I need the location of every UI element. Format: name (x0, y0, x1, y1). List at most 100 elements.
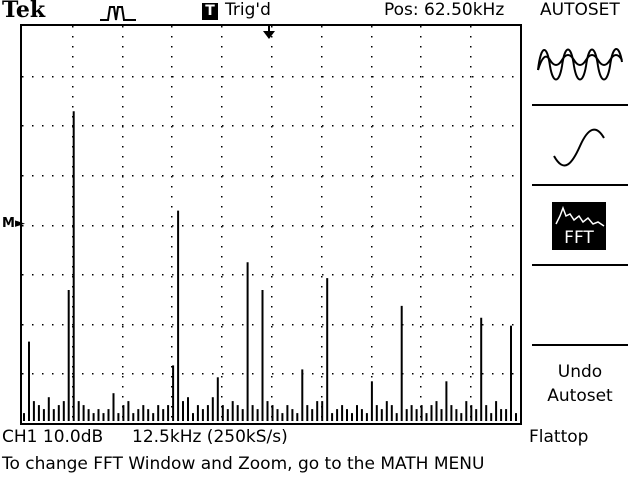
grid-dot (492, 76, 494, 78)
grid-dot (242, 76, 244, 78)
grid-dot (182, 324, 184, 326)
grid-dot (182, 175, 184, 177)
grid-dot (321, 196, 323, 198)
grid-dot (332, 225, 334, 227)
grid-dot (322, 175, 324, 177)
grid-dot (271, 266, 273, 268)
grid-dot (420, 236, 422, 238)
grid-dot (321, 176, 323, 178)
grid-dot (282, 125, 284, 127)
grid-dot (271, 306, 273, 308)
grid-dot (221, 176, 223, 178)
grid-dot (472, 76, 474, 78)
grid-dot (122, 296, 124, 298)
grid-dot (171, 106, 173, 108)
grid-dot (470, 396, 472, 398)
marker-arrow-icon: ► (14, 216, 25, 231)
grid-dot (321, 96, 323, 98)
grid-dot (171, 406, 173, 408)
grid-dot (122, 26, 124, 28)
grid-dot (42, 324, 44, 326)
trigger-position-arrow-icon (263, 26, 275, 39)
grid-dot (292, 324, 294, 326)
menu-separator (532, 104, 628, 106)
grid-dot (122, 386, 124, 388)
grid-dot (452, 125, 454, 127)
grid-dot (472, 324, 474, 326)
grid-dot (32, 274, 34, 276)
grid-dot (402, 274, 404, 276)
grid-dot (470, 296, 472, 298)
grid-dot (321, 346, 323, 348)
grid-dot (492, 175, 494, 177)
grid-dot (420, 256, 422, 258)
autoset-label: Autoset (547, 386, 613, 406)
grid-dot (321, 116, 323, 118)
grid-dot (292, 274, 294, 276)
grid-dot (72, 26, 74, 28)
grid-dot (242, 373, 244, 375)
single-cycle-sine-icon (553, 128, 605, 167)
grid-dot (262, 175, 264, 177)
grid-dot (322, 324, 324, 326)
grid-dot (232, 225, 234, 227)
grid-dot (122, 266, 124, 268)
grid-dot (442, 175, 444, 177)
grid-dot (470, 86, 472, 88)
grid-dot (470, 336, 472, 338)
grid-dot (271, 256, 273, 258)
undo-autoset-button[interactable]: Undo Autoset (532, 360, 628, 408)
grid-dot (482, 324, 484, 326)
grid-dot (222, 324, 224, 326)
autoset-fft-option[interactable]: FFT (552, 202, 606, 250)
grid-dot (452, 175, 454, 177)
grid-dot (362, 274, 364, 276)
grid-dot (420, 156, 422, 158)
autoset-multi-cycle-option[interactable] (532, 24, 628, 104)
grid-dot (232, 324, 234, 326)
grid-dot (321, 206, 323, 208)
grid-dot (321, 106, 323, 108)
grid-dot (420, 26, 422, 28)
grid-dot (402, 324, 404, 326)
grid-dot (182, 373, 184, 375)
grid-dot (512, 76, 514, 78)
grid-dot (271, 296, 273, 298)
grid-dot (420, 336, 422, 338)
grid-dot (371, 66, 373, 68)
grid-dot (371, 166, 373, 168)
grid-dot (420, 306, 422, 308)
grid-dot (221, 56, 223, 58)
autoset-single-cycle-option[interactable] (532, 106, 628, 184)
undo-label: Undo (557, 362, 603, 382)
grid-dot (492, 373, 494, 375)
grid-dot (371, 276, 373, 278)
grid-dot (371, 86, 373, 88)
grid-dot (462, 225, 464, 227)
grid-dot (252, 324, 254, 326)
grid-dot (472, 125, 474, 127)
menu-separator (532, 184, 628, 186)
grid-dot (342, 373, 344, 375)
grid-dot (72, 46, 74, 48)
status-message: To change FFT Window and Zoom, go to the… (2, 454, 485, 474)
grid-dot (122, 206, 124, 208)
grid-dot (321, 166, 323, 168)
grid-dot (221, 306, 223, 308)
grid-dot (221, 246, 223, 248)
grid-dot (221, 316, 223, 318)
grid-dot (62, 125, 64, 127)
grid-dot (412, 324, 414, 326)
grid-dot (412, 125, 414, 127)
grid-dot (102, 125, 104, 127)
grid-dot (171, 186, 173, 188)
grid-dot (332, 373, 334, 375)
grid-dot (171, 286, 173, 288)
grid-dot (382, 274, 384, 276)
grid-dot (420, 396, 422, 398)
menu-separator (532, 344, 628, 346)
grid-dot (342, 76, 344, 78)
grid-dot (82, 274, 84, 276)
grid-dot (321, 46, 323, 48)
grid-dot (420, 206, 422, 208)
